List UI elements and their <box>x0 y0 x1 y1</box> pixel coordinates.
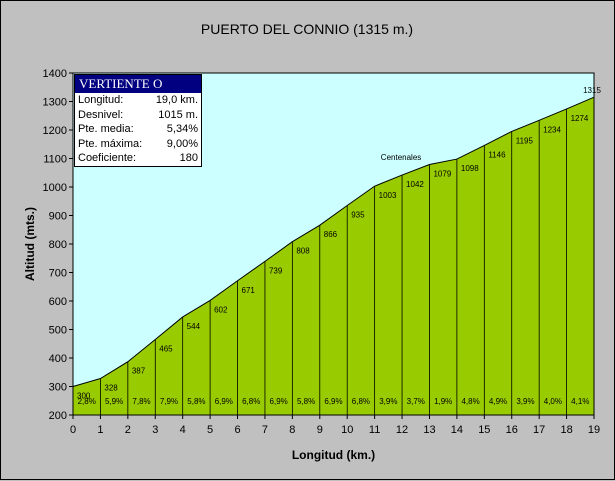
gradient-label: 6,9% <box>324 397 342 406</box>
altitude-label: 1098 <box>461 164 479 173</box>
altitude-label: 671 <box>242 286 256 295</box>
profile-line <box>72 96 595 387</box>
x-tick-label: 5 <box>207 424 213 436</box>
gradient-label: 2,8% <box>78 397 96 406</box>
x-tick-label: 18 <box>560 424 572 436</box>
gradient-label: 6,9% <box>270 397 288 406</box>
x-tick-label: 14 <box>451 424 463 436</box>
info-row-value: 1015 m. <box>158 108 198 121</box>
y-tick-label: 1100 <box>43 154 67 166</box>
altitude-label: 1195 <box>516 136 534 145</box>
y-tick-label: 200 <box>49 410 67 422</box>
gradient-label: 6,9% <box>215 397 233 406</box>
x-tick-label: 4 <box>180 424 186 436</box>
x-tick-label: 19 <box>588 424 600 436</box>
x-tick-label: 0 <box>70 424 76 436</box>
info-box: VERTIENTE O Longitud: 19,0 km. Desnivel: 10… <box>74 74 202 167</box>
y-tick-label: 600 <box>49 296 67 308</box>
gradient-label: 6,8% <box>352 397 370 406</box>
altitude-label: 1146 <box>488 150 506 159</box>
altitude-label: 602 <box>214 305 228 314</box>
gradient-label: 6,8% <box>242 397 260 406</box>
gradient-label: 4,8% <box>461 397 479 406</box>
gradient-label: 4,0% <box>544 397 562 406</box>
info-row-label: Longitud: <box>78 94 124 106</box>
altitude-label: 1315 <box>583 86 601 95</box>
altitude-label: 1274 <box>571 114 589 123</box>
info-row-label: Pte. media: <box>78 123 134 135</box>
info-row: Desnivel: 1015 m. <box>75 108 201 123</box>
place-annotation: Centenales <box>381 153 421 162</box>
x-tick-label: 3 <box>152 424 158 436</box>
altitude-label: 739 <box>269 266 283 275</box>
altitude-label: 808 <box>296 247 310 256</box>
info-row-value: 9,00% <box>166 137 198 150</box>
x-tick-label: 15 <box>478 424 490 436</box>
x-tick-label: 17 <box>533 424 545 436</box>
profile-area <box>73 97 594 415</box>
gradient-label: 3,9% <box>516 397 534 406</box>
x-axis-title: Longitud (km.) <box>292 448 375 462</box>
info-row: Longitud: 19,0 km. <box>75 93 201 108</box>
info-row-label: Coeficiente: <box>78 152 137 164</box>
info-row-value: 5,34% <box>166 123 198 135</box>
info-row-value: 19,0 km. <box>155 94 198 106</box>
altitude-label: 1234 <box>543 125 561 134</box>
info-row: Pte. media: 5,34% <box>75 122 201 137</box>
y-tick-label: 400 <box>49 353 67 365</box>
y-axis-title: Altitud (mts.) <box>23 207 37 281</box>
gradient-label: 1,9% <box>434 397 452 406</box>
altitude-label: 935 <box>351 211 365 220</box>
info-row-value: 180 <box>179 152 198 164</box>
chart-title: PUERTO DEL CONNIO (1315 m.) <box>201 21 413 37</box>
altitude-label: 387 <box>132 367 146 376</box>
y-tick-label: 1000 <box>43 182 67 194</box>
y-tick-label: 800 <box>49 239 67 251</box>
y-tick-label: 300 <box>49 382 67 394</box>
x-tick-label: 6 <box>234 424 240 436</box>
y-tick-label: 1400 <box>43 68 67 80</box>
altitude-label: 544 <box>187 322 201 331</box>
gradient-label: 5,8% <box>297 397 315 406</box>
y-tick-label: 900 <box>49 211 67 223</box>
gradient-label: 5,9% <box>105 397 123 406</box>
gradient-label: 3,7% <box>407 397 425 406</box>
x-tick-label: 1 <box>97 424 103 436</box>
info-row-label: Desnivel: <box>78 108 124 121</box>
altitude-label: 465 <box>159 344 173 353</box>
gradient-label: 7,9% <box>160 397 178 406</box>
gradient-label: 3,9% <box>379 397 397 406</box>
altitude-label: 300 <box>77 392 91 401</box>
gradient-label: 7,8% <box>132 397 150 406</box>
info-row: Coeficiente: 180 <box>75 151 201 166</box>
x-tick-label: 2 <box>125 424 131 436</box>
altitude-label: 1003 <box>379 191 397 200</box>
gradient-label: 4,9% <box>489 397 507 406</box>
y-tick-label: 1200 <box>43 125 67 137</box>
altitude-label: 866 <box>324 230 338 239</box>
info-box-header: VERTIENTE O <box>75 75 201 93</box>
gradient-label: 5,8% <box>187 397 205 406</box>
x-tick-label: 9 <box>317 424 323 436</box>
chart-marks: 2003004005006007008009001000110012001300… <box>43 68 602 436</box>
x-tick-label: 8 <box>289 424 295 436</box>
x-tick-label: 7 <box>262 424 268 436</box>
y-tick-label: 700 <box>49 268 67 280</box>
info-row: Pte. máxima: 9,00% <box>75 137 201 152</box>
altitude-label: 1079 <box>433 169 451 178</box>
x-tick-label: 16 <box>506 424 518 436</box>
altitude-label: 328 <box>104 384 118 393</box>
info-row-label: Pte. máxima: <box>78 137 143 150</box>
altitude-label: 1042 <box>406 180 424 189</box>
info-box-rows: Longitud: 19,0 km. Desnivel: 1015 m. Pte. me… <box>75 93 201 166</box>
x-tick-label: 13 <box>423 424 435 436</box>
x-tick-label: 10 <box>341 424 353 436</box>
gradient-label: 4,1% <box>571 397 589 406</box>
y-tick-label: 1300 <box>43 97 67 109</box>
y-tick-label: 500 <box>49 325 67 337</box>
x-tick-label: 11 <box>369 424 380 436</box>
x-tick-label: 12 <box>396 424 408 436</box>
